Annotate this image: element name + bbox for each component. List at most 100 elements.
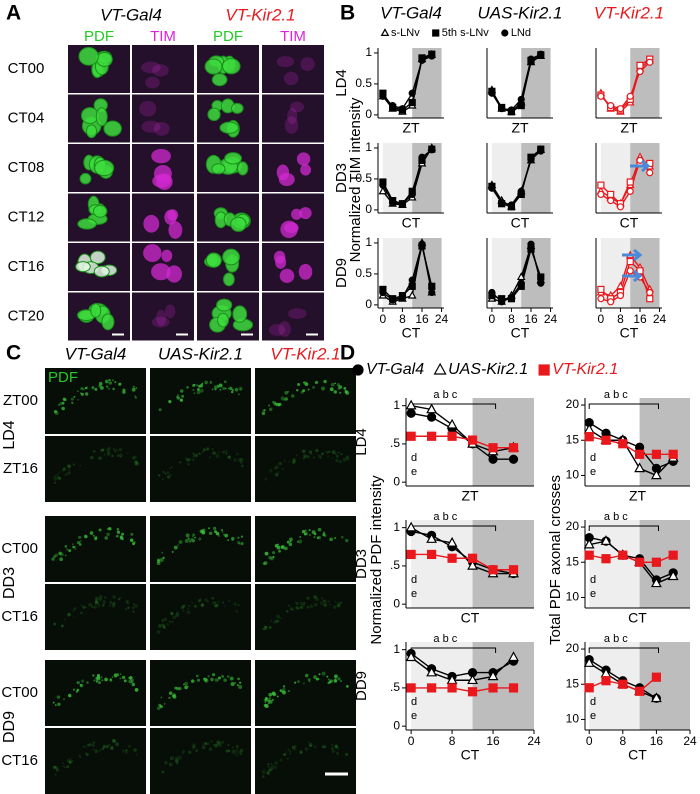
cell	[284, 222, 299, 234]
fiber-dot	[94, 600, 98, 604]
cell	[151, 316, 170, 328]
fiber-dot	[314, 597, 319, 602]
x-tick-label: 8	[508, 312, 515, 326]
fiber-dot	[303, 601, 306, 605]
x-tick-label: 8	[399, 312, 406, 326]
fiber-dot	[220, 740, 224, 744]
fiber-dot	[131, 682, 135, 687]
fiber-dot	[126, 452, 129, 455]
fiber-dot	[176, 394, 180, 397]
fiber-dot	[231, 536, 235, 541]
marker	[398, 293, 407, 302]
night	[639, 642, 690, 730]
cell	[143, 214, 160, 233]
night	[521, 238, 551, 308]
marker	[646, 58, 654, 66]
fiber-dot	[264, 696, 268, 700]
fiber-dot	[302, 381, 305, 384]
legend-label: VT-Gal4	[366, 361, 424, 378]
fiber-dot	[64, 766, 67, 769]
fiber-dot	[102, 745, 107, 749]
fiber-dot	[218, 676, 221, 680]
fiber-dot	[211, 451, 216, 455]
fiber-dot	[157, 559, 161, 564]
cell	[269, 323, 286, 336]
fiber-dot	[197, 388, 200, 391]
marker	[651, 557, 662, 567]
fiber-dot	[83, 745, 86, 748]
marker	[616, 292, 625, 300]
row-label: LD4	[353, 428, 370, 456]
subjective-day	[600, 143, 631, 213]
fiber-dot	[161, 551, 164, 554]
fiber-dot	[218, 383, 223, 388]
fiber-dot	[125, 599, 129, 604]
marker	[537, 50, 545, 58]
fiber-dot	[223, 533, 225, 536]
fiber-dot	[293, 748, 297, 751]
fiber-dot	[338, 604, 341, 608]
fiber-dot	[266, 772, 270, 776]
fiber-dot	[171, 550, 174, 553]
fiber-dot	[119, 596, 122, 600]
fiber-dot	[235, 744, 239, 749]
fiber-dot	[217, 742, 222, 746]
x-tick-label: 24	[683, 734, 697, 748]
fiber-dot	[132, 606, 135, 609]
fiber-dot	[121, 675, 126, 680]
fiber-dot	[271, 698, 274, 701]
fiber-dot	[81, 679, 85, 683]
fiber-dot	[135, 462, 139, 466]
fiber-dot	[157, 474, 161, 477]
fiber-dot	[287, 748, 290, 751]
micrograph	[150, 584, 251, 650]
fiber-dot	[104, 379, 109, 384]
fiber-dot	[339, 452, 343, 455]
y-tick-label: .5	[390, 436, 400, 450]
fiber-dot	[203, 448, 207, 452]
fiber-dot	[302, 682, 305, 685]
fiber-dot	[100, 676, 103, 679]
fiber-dot	[266, 771, 270, 775]
fiber-dot	[95, 599, 98, 602]
fiber-dot	[156, 630, 161, 635]
fiber-dot	[54, 704, 57, 707]
fiber-dot	[214, 743, 219, 748]
fiber-dot	[281, 546, 284, 549]
fiber-dot	[287, 689, 291, 693]
marker	[467, 674, 478, 685]
marker	[634, 462, 646, 473]
marker	[597, 295, 605, 303]
fiber-dot	[197, 387, 200, 391]
fiber-dot	[289, 537, 293, 542]
fiber-dot	[238, 542, 241, 545]
x-axis-label: ZT	[629, 488, 647, 504]
fiber-dot	[202, 677, 206, 680]
marker	[601, 676, 611, 686]
fiber-dot	[284, 390, 288, 395]
fiber-dot	[219, 744, 222, 747]
fiber-dot	[291, 460, 296, 465]
fiber-dot	[240, 535, 244, 538]
fiber-dot	[104, 536, 108, 540]
marker	[667, 570, 679, 581]
fiber-dot	[61, 469, 64, 472]
fiber-dot	[215, 530, 218, 533]
micrograph	[150, 436, 251, 502]
marker	[446, 418, 458, 429]
fiber-dot	[168, 400, 172, 404]
marker	[498, 105, 506, 113]
fiber-dot	[217, 679, 220, 681]
micrograph	[262, 243, 324, 291]
fiber-dot	[262, 562, 266, 566]
fiber-dot	[230, 390, 234, 394]
fiber-dot	[270, 619, 273, 622]
annotation: e	[411, 710, 417, 722]
fiber-dot	[306, 605, 310, 609]
fiber-dot	[221, 386, 226, 391]
row-label: DD9	[353, 671, 370, 701]
fiber-dot	[156, 706, 161, 711]
fiber-dot	[163, 702, 166, 705]
fiber-dot	[53, 474, 58, 479]
